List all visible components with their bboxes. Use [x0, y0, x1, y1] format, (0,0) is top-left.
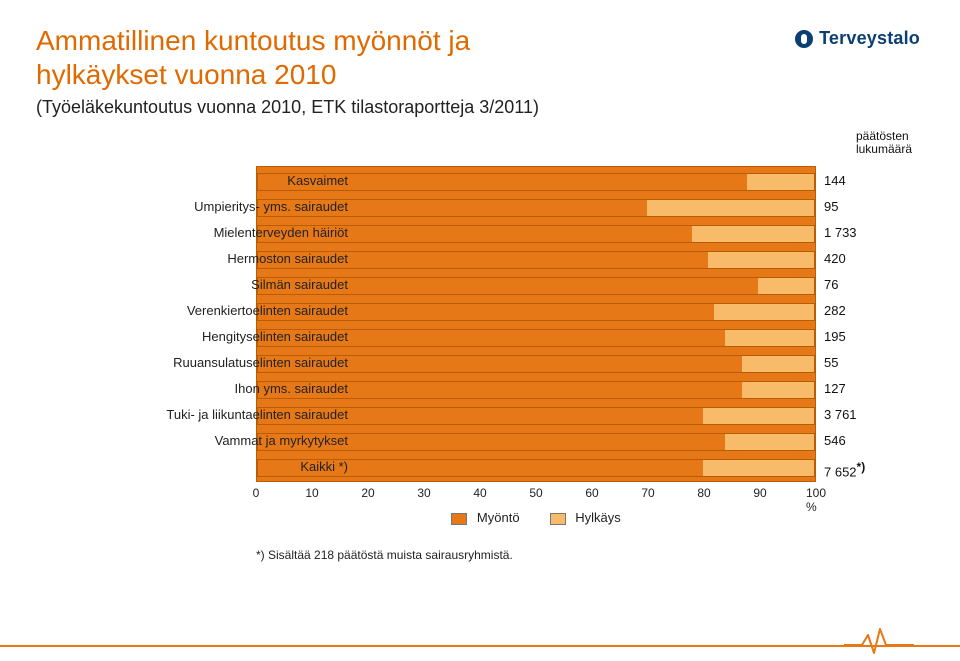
category-label: Tuki- ja liikuntaelinten sairaudet: [148, 404, 348, 426]
legend-swatch-reject: [550, 513, 566, 525]
bar-reject: [703, 408, 814, 424]
bar-reject: [714, 304, 814, 320]
x-tick: 90: [753, 486, 766, 500]
count-label: 3 761: [824, 404, 904, 426]
count-label: 55: [824, 352, 904, 374]
legend: Myöntö Hylkäys: [256, 510, 816, 525]
count-label: 1 733: [824, 222, 904, 244]
brand-mark-icon: [795, 30, 813, 48]
brand-logo: Terveystalo: [795, 28, 920, 49]
legend-item-reject: Hylkäys: [550, 510, 621, 525]
category-label: Umpieritys- yms. sairaudet: [148, 196, 348, 218]
count-label: 76: [824, 274, 904, 296]
count-label: 282: [824, 300, 904, 322]
bar-reject: [742, 382, 814, 398]
category-label: Hengityselinten sairaudet: [148, 326, 348, 348]
category-label: Mielenterveyden häiriöt: [148, 222, 348, 244]
x-tick: 10: [305, 486, 318, 500]
x-axis: 0102030405060708090100 %: [256, 486, 816, 502]
bar-reject: [725, 330, 814, 346]
bar-reject: [747, 174, 814, 190]
category-label: Verenkiertoelinten sairaudet: [148, 300, 348, 322]
legend-label-approve: Myöntö: [477, 510, 520, 525]
page-title: Ammatillinen kuntoutus myönnöt ja hylkäy…: [36, 24, 596, 91]
category-label: Vammat ja myrkytykset: [148, 430, 348, 452]
count-label: 95: [824, 196, 904, 218]
legend-label-reject: Hylkäys: [575, 510, 621, 525]
x-tick: 80: [697, 486, 710, 500]
bar-reject: [758, 278, 814, 294]
category-label: Kaikki *): [148, 456, 348, 478]
chart: päätösten lukumäärä 01020304050607080901…: [46, 136, 916, 576]
chart-footnote: *) Sisältää 218 päätöstä muista sairausr…: [256, 548, 513, 562]
footer-line: [0, 645, 960, 647]
page-subtitle: (Työeläkekuntoutus vuonna 2010, ETK tila…: [36, 97, 596, 118]
category-label: Ihon yms. sairaudet: [148, 378, 348, 400]
count-label: 7 652*): [824, 456, 904, 483]
title-block: Ammatillinen kuntoutus myönnöt ja hylkäy…: [36, 24, 596, 118]
bar-reject: [725, 434, 814, 450]
bar-reject: [692, 226, 814, 242]
x-tick: 0: [253, 486, 260, 500]
count-label: 127: [824, 378, 904, 400]
category-label: Ruuansulatuselinten sairaudet: [148, 352, 348, 374]
x-tick: 50: [529, 486, 542, 500]
legend-swatch-approve: [451, 513, 467, 525]
x-tick: 60: [585, 486, 598, 500]
slide: Ammatillinen kuntoutus myönnöt ja hylkäy…: [0, 0, 960, 661]
x-tick: 40: [473, 486, 486, 500]
count-label: 546: [824, 430, 904, 452]
bar-reject: [742, 356, 814, 372]
count-label: 420: [824, 248, 904, 270]
x-tick: 20: [361, 486, 374, 500]
x-tick: 70: [641, 486, 654, 500]
category-label: Kasvaimet: [148, 170, 348, 192]
category-label: Hermoston sairaudet: [148, 248, 348, 270]
count-label: 195: [824, 326, 904, 348]
x-tick: 30: [417, 486, 430, 500]
category-label: Silmän sairaudet: [148, 274, 348, 296]
counts-header: päätösten lukumäärä: [856, 130, 912, 156]
bar-reject: [708, 252, 814, 268]
brand-name: Terveystalo: [819, 28, 920, 49]
legend-item-approve: Myöntö: [451, 510, 519, 525]
bar-reject: [703, 460, 814, 476]
ecg-icon: [844, 623, 914, 657]
bar-reject: [647, 200, 814, 216]
count-label: 144: [824, 170, 904, 192]
counts-header-line2: lukumäärä: [856, 143, 912, 156]
